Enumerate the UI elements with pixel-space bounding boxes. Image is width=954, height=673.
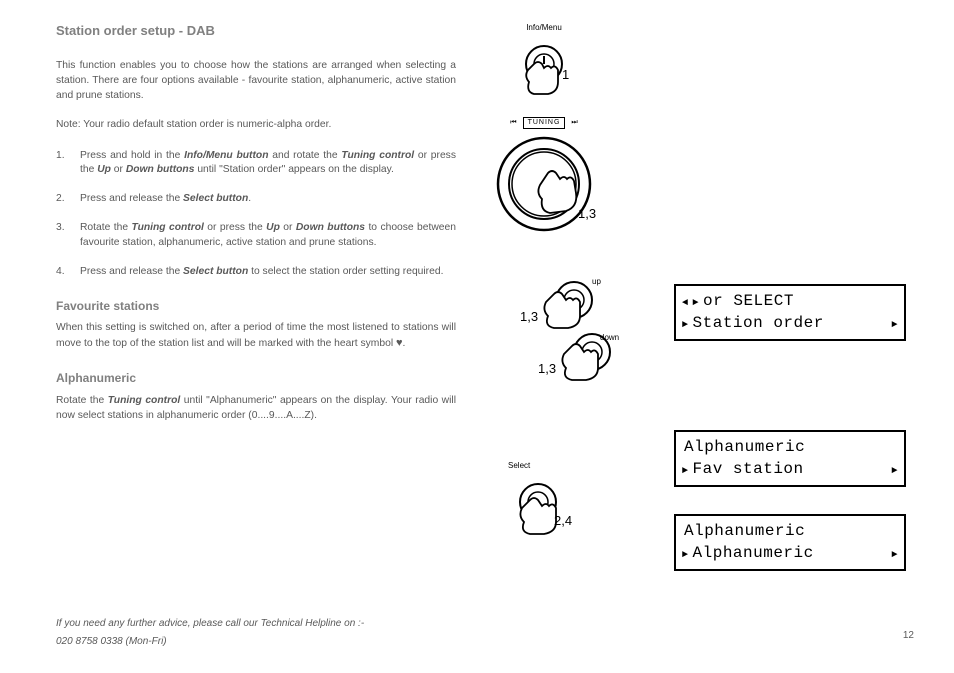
note-paragraph: Note: Your radio default station order i… <box>56 118 456 133</box>
helpline-footer: If you need any further advice, please c… <box>56 615 364 651</box>
button-press-icon <box>504 34 584 104</box>
favourite-heading: Favourite stations <box>56 298 456 315</box>
steps-list: Press and hold in the Info/Menu button a… <box>56 149 456 281</box>
up-down-icon <box>492 270 642 390</box>
step-badge-1: 1 <box>562 66 569 85</box>
intro-paragraph: This function enables you to choose how … <box>56 59 456 104</box>
step-badge-13-dial: 1,3 <box>578 205 596 224</box>
page-number: 12 <box>903 629 914 644</box>
alphanumeric-body: Rotate the Tuning control until "Alphanu… <box>56 394 456 424</box>
arrow-right-icon <box>891 542 898 564</box>
arrow-right-icon <box>891 458 898 480</box>
step-badge-24: 2,4 <box>554 512 572 531</box>
up-down-control: up down 1,3 1,3 <box>492 270 642 390</box>
step-badge-13-up: 1,3 <box>520 308 538 327</box>
arrow-right-icon <box>682 542 689 564</box>
arrow-right-icon <box>682 312 689 334</box>
down-label: down <box>600 332 619 344</box>
up-label: up <box>592 276 601 288</box>
text-column: Station order setup - DAB This function … <box>56 22 456 642</box>
step-badge-13-down: 1,3 <box>538 360 556 379</box>
info-menu-label: Info/Menu <box>504 22 584 34</box>
step-4: Press and release the Select button to s… <box>56 265 456 280</box>
tuning-label: TUNING <box>523 117 566 129</box>
tuning-control: ⏮ TUNING ⏭ 1,3 <box>484 117 604 239</box>
page-title: Station order setup - DAB <box>56 22 456 41</box>
alphanumeric-heading: Alphanumeric <box>56 370 456 387</box>
step-2: Press and release the Select button. <box>56 192 456 207</box>
select-button-icon <box>502 472 592 552</box>
prev-icon: ⏮ <box>510 118 516 128</box>
step-3: Rotate the Tuning control or press the U… <box>56 221 456 251</box>
arrow-left-icon <box>682 290 689 312</box>
step-1: Press and hold in the Info/Menu button a… <box>56 149 456 179</box>
next-icon: ⏭ <box>571 118 577 128</box>
lcd-display-1: or SELECT Station order <box>674 284 906 341</box>
diagram-column: Info/Menu 1 ⏮ TUNING ⏭ <box>474 22 918 642</box>
arrow-right-icon <box>682 458 689 480</box>
arrow-right-icon <box>891 312 898 334</box>
lcd-display-3: Alphanumeric Alphanumeric <box>674 514 906 571</box>
select-control: Select 2,4 <box>502 460 592 552</box>
lcd-display-2: Alphanumeric Fav station <box>674 430 906 487</box>
info-menu-control: Info/Menu 1 <box>504 22 584 104</box>
favourite-body: When this setting is switched on, after … <box>56 321 456 352</box>
select-label: Select <box>508 460 592 472</box>
arrow-right-icon <box>693 290 700 312</box>
